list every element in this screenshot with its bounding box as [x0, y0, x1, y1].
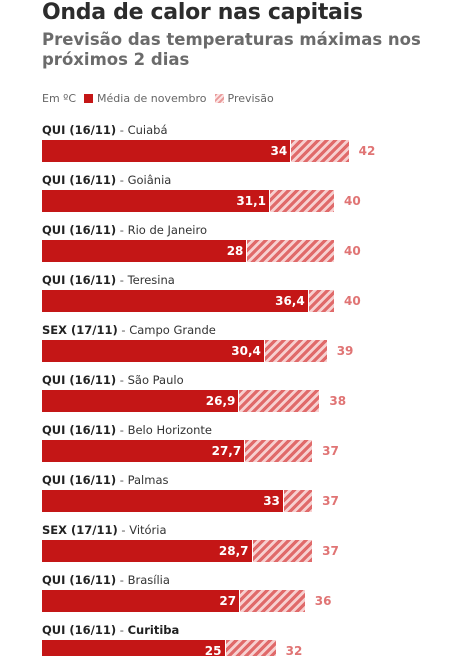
- row-separator: -: [116, 373, 128, 387]
- average-bar: [42, 540, 252, 562]
- row-date: QUI (16/11): [42, 373, 117, 387]
- row-separator: -: [116, 473, 128, 487]
- row-label: QUI (16/11) - Teresina: [42, 273, 175, 287]
- row-city: São Paulo: [127, 373, 184, 387]
- row-date: QUI (16/11): [42, 423, 117, 437]
- row-city: Teresina: [127, 273, 175, 287]
- forecast-value-label: 42: [358, 144, 376, 158]
- legend: Em ºC Média de novembro Previsão: [42, 92, 274, 105]
- forecast-bar: [308, 290, 334, 312]
- row-date: SEX (17/11): [42, 523, 118, 537]
- forecast-bar: [247, 240, 334, 262]
- average-value-label: 31,1: [236, 194, 267, 208]
- row-label: QUI (16/11) - Brasília: [42, 573, 170, 587]
- forecast-value-label: 32: [285, 644, 303, 656]
- row-label: QUI (16/11) - Curitiba: [42, 623, 179, 637]
- average-value-label: 25: [204, 644, 222, 656]
- bar-chart: QUI (16/11) - Cuiabá 34 42 QUI (16/11) - Go…: [0, 118, 453, 656]
- row-city: Curitiba: [127, 623, 180, 637]
- average-bar: [42, 440, 245, 462]
- row-separator: -: [116, 173, 128, 187]
- row-date: QUI (16/11): [42, 223, 117, 237]
- row-separator: -: [116, 273, 128, 287]
- forecast-bar: [264, 340, 327, 362]
- forecast-value-label: 37: [322, 444, 339, 458]
- row-label: SEX (17/11) - Campo Grande: [42, 323, 216, 337]
- average-value-label: 33: [263, 494, 280, 508]
- average-bar: [42, 140, 291, 162]
- average-bar: [42, 390, 239, 412]
- row-separator: -: [117, 523, 130, 537]
- row-date: QUI (16/11): [42, 573, 117, 587]
- row-separator: -: [116, 423, 128, 437]
- forecast-bar: [240, 590, 305, 612]
- row-separator: -: [116, 223, 128, 237]
- legend-forecast-swatch: [214, 94, 224, 103]
- forecast-bar: [239, 390, 320, 412]
- average-value-label: 28,7: [218, 544, 249, 558]
- average-value-label: 36,4: [275, 294, 305, 308]
- row-separator: -: [116, 123, 128, 137]
- forecast-value-label: 40: [344, 294, 361, 308]
- row-label: QUI (16/11) - Rio de Janeiro: [42, 223, 207, 237]
- forecast-bar: [270, 190, 334, 212]
- row-label: QUI (16/11) - Belo Horizonte: [42, 423, 212, 437]
- forecast-value-label: 39: [336, 344, 354, 358]
- row-date: SEX (17/11): [42, 323, 118, 337]
- average-bar: [42, 190, 270, 212]
- row-city: Belo Horizonte: [127, 423, 212, 437]
- row-city: Campo Grande: [129, 323, 216, 337]
- row-date: QUI (16/11): [42, 173, 117, 187]
- row-city: Cuiabá: [127, 123, 168, 137]
- forecast-bar: [291, 140, 349, 162]
- legend-unit: Em ºC: [42, 92, 77, 105]
- row-city: Palmas: [127, 473, 169, 487]
- legend-average-label: Média de novembro: [97, 92, 207, 105]
- row-separator: -: [117, 323, 130, 337]
- average-bar: [42, 490, 283, 512]
- average-value-label: 28: [226, 244, 244, 258]
- legend-average-swatch: [84, 94, 94, 103]
- average-value-label: 27: [219, 594, 237, 608]
- row-date: QUI (16/11): [42, 273, 117, 287]
- row-separator: -: [116, 573, 128, 587]
- chart-title: Onda de calor nas capitais: [42, 0, 363, 25]
- row-date: QUI (16/11): [42, 473, 117, 487]
- average-value-label: 30,4: [231, 344, 261, 358]
- row-label: QUI (16/11) - Cuiabá: [42, 123, 168, 137]
- row-label: QUI (16/11) - Palmas: [42, 473, 169, 487]
- row-label: SEX (17/11) - Vitória: [42, 523, 167, 537]
- average-value-label: 26,9: [205, 394, 236, 408]
- legend-forecast-label: Previsão: [227, 92, 274, 105]
- average-bar: [42, 340, 264, 362]
- forecast-value-label: 38: [329, 394, 347, 408]
- forecast-value-label: 40: [344, 194, 361, 208]
- forecast-bar: [245, 440, 313, 462]
- row-date: QUI (16/11): [42, 623, 117, 637]
- average-bar: [42, 240, 247, 262]
- forecast-value-label: 37: [322, 494, 339, 508]
- average-value-label: 27,7: [211, 444, 242, 458]
- average-bar: [42, 590, 240, 612]
- row-label: QUI (16/11) - Goiânia: [42, 173, 171, 187]
- row-date: QUI (16/11): [42, 123, 117, 137]
- row-city: Rio de Janeiro: [127, 223, 208, 237]
- forecast-bar: [283, 490, 313, 512]
- forecast-value-label: 40: [344, 244, 361, 258]
- row-separator: -: [116, 623, 128, 637]
- chart-subtitle: Previsão das temperaturas máximas nos pr…: [42, 30, 421, 69]
- row-city: Brasília: [127, 573, 170, 587]
- forecast-value-label: 37: [322, 544, 339, 558]
- average-bar: [42, 290, 308, 312]
- forecast-value-label: 36: [314, 594, 332, 608]
- forecast-bar: [252, 540, 313, 562]
- forecast-bar: [225, 640, 276, 656]
- average-value-label: 34: [270, 144, 288, 158]
- average-bar: [42, 640, 225, 656]
- row-city: Vitória: [129, 523, 167, 537]
- row-label: QUI (16/11) - São Paulo: [42, 373, 184, 387]
- row-city: Goiânia: [127, 173, 172, 187]
